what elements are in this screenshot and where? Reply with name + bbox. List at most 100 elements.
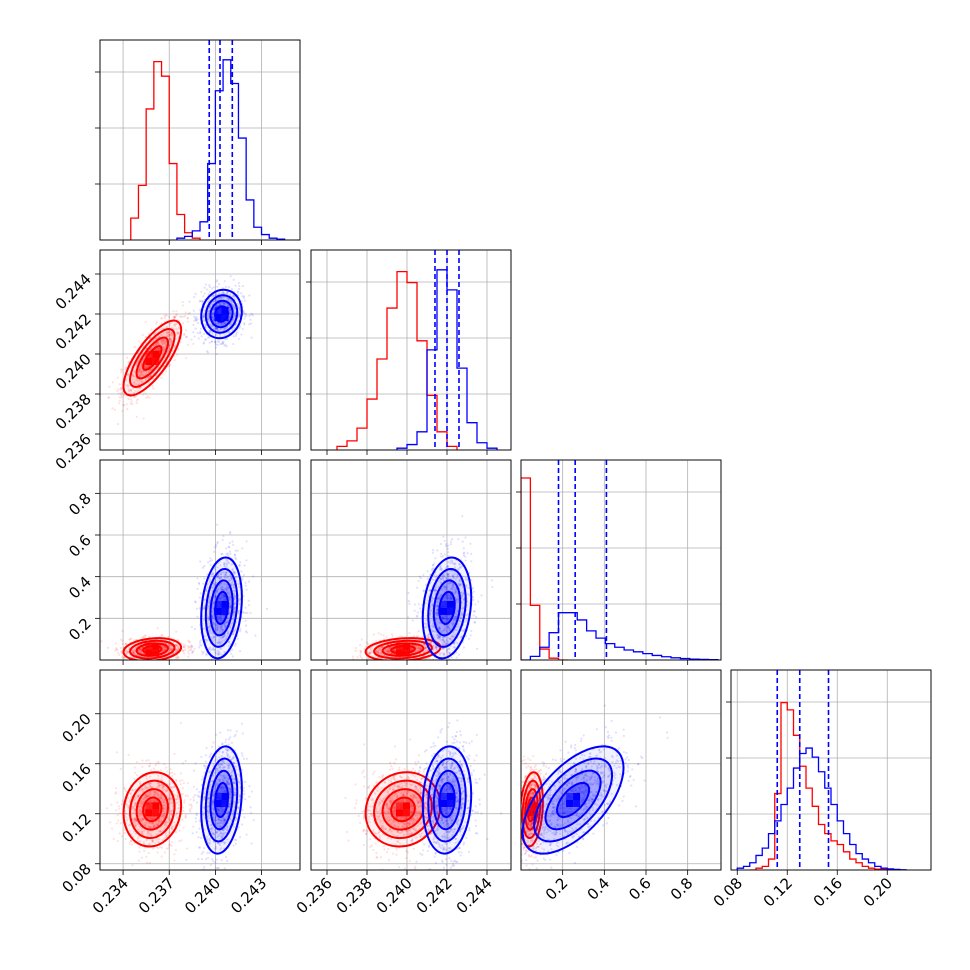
red-sample-point <box>148 666 150 668</box>
blue-sample-point <box>232 543 235 546</box>
blue-sample-point <box>236 637 239 640</box>
blue-sample-point <box>234 334 237 337</box>
red-sample-point <box>169 344 172 347</box>
red-sample-point <box>175 314 179 317</box>
red-sample-point <box>160 317 163 320</box>
blue-sample-point <box>221 636 224 639</box>
blue-sample-point <box>188 300 191 303</box>
red-sample-point <box>132 651 135 655</box>
blue-sample-point <box>232 612 235 615</box>
blue-sample-point <box>201 300 205 303</box>
red-sample-point <box>145 370 148 373</box>
blue-sample-point <box>225 345 229 348</box>
red-sample-point <box>158 347 161 350</box>
red-density-peak <box>145 358 153 365</box>
red-sample-point <box>359 655 362 659</box>
red-sample-point <box>137 650 141 653</box>
blue-sample-point <box>413 609 416 612</box>
blue-sample-point <box>233 597 236 600</box>
red-sample-point <box>140 662 142 664</box>
y-tick-label: 0.8 <box>65 489 95 519</box>
blue-sample-point <box>228 596 231 599</box>
red-sample-point <box>128 360 131 363</box>
red-sample-point <box>132 382 135 385</box>
blue-sample-point <box>206 573 209 576</box>
red-sample-point <box>160 340 163 344</box>
blue-sample-point <box>223 587 226 590</box>
blue-sample-point <box>204 338 208 341</box>
blue-sample-point <box>250 322 253 325</box>
blue-sample-point <box>216 566 220 569</box>
red-density-peak <box>396 642 403 650</box>
blue-sample-point <box>224 573 227 577</box>
blue-sample-point <box>228 309 232 312</box>
blue-sample-point <box>220 588 223 591</box>
red-sample-point <box>147 370 150 373</box>
red-sample-point <box>149 374 152 378</box>
red-sample-point <box>148 660 150 662</box>
red-sample-point <box>355 662 357 664</box>
blue-sample-point <box>204 589 208 592</box>
blue-sample-point <box>217 618 220 621</box>
red-sample-point <box>118 396 121 399</box>
red-sample-point <box>166 325 169 328</box>
blue-sample-point <box>238 609 241 613</box>
blue-sample-point <box>241 611 244 614</box>
blue-sample-point <box>244 312 247 315</box>
blue-sample-point <box>233 596 236 599</box>
blue-sample-point <box>191 650 194 653</box>
blue-sample-point <box>207 310 210 313</box>
blue-sample-point <box>217 296 220 300</box>
red-sample-point <box>145 347 148 350</box>
blue-sample-point <box>232 630 235 634</box>
blue-sample-point <box>233 610 236 613</box>
blue-sample-point <box>211 315 214 318</box>
red-sample-point <box>114 649 117 652</box>
red-sample-point <box>391 635 394 638</box>
blue-density-peak <box>221 607 229 615</box>
red-sample-point <box>113 408 117 411</box>
blue-sample-point <box>201 300 204 303</box>
blue-sample-point <box>411 619 414 622</box>
blue-sample-point <box>219 587 222 590</box>
red-sample-point <box>170 342 173 345</box>
blue-sample-point <box>223 561 226 564</box>
red-sample-point <box>124 649 128 653</box>
red-sample-point <box>158 335 161 339</box>
blue-sample-point <box>431 564 435 567</box>
blue-sample-point <box>210 340 214 343</box>
red-sample-point <box>189 646 193 650</box>
blue-sample-point <box>200 300 203 303</box>
red-sample-point <box>139 386 142 389</box>
red-sample-point <box>145 365 149 368</box>
blue-sample-point <box>228 626 231 629</box>
blue-sample-point <box>220 585 223 589</box>
blue-sample-point <box>228 308 232 311</box>
blue-sample-point <box>204 325 207 329</box>
red-sample-point <box>126 650 129 654</box>
blue-sample-point <box>188 311 191 314</box>
blue-sample-point <box>226 554 230 557</box>
red-sample-point <box>156 342 160 345</box>
blue-sample-point <box>219 636 222 639</box>
red-sample-point <box>136 654 139 657</box>
red-sample-point <box>173 316 176 319</box>
blue-sample-point <box>217 650 220 653</box>
blue-sample-point <box>237 610 240 613</box>
red-sample-point <box>127 646 131 649</box>
red-sample-point <box>150 373 153 376</box>
red-sample-point <box>161 352 164 355</box>
blue-sample-point <box>203 314 206 317</box>
blue-sample-point <box>201 566 205 569</box>
red-sample-point <box>142 370 145 373</box>
blue-sample-point <box>226 666 228 668</box>
red-sample-point <box>142 393 145 396</box>
red-sample-point <box>161 350 165 353</box>
blue-sample-point <box>232 586 235 589</box>
blue-sample-point <box>227 591 230 594</box>
red-sample-point <box>170 338 173 341</box>
red-sample-point <box>145 396 148 399</box>
blue-sample-point <box>203 312 206 315</box>
red-sample-point <box>160 317 164 320</box>
blue-sample-point <box>239 628 242 631</box>
